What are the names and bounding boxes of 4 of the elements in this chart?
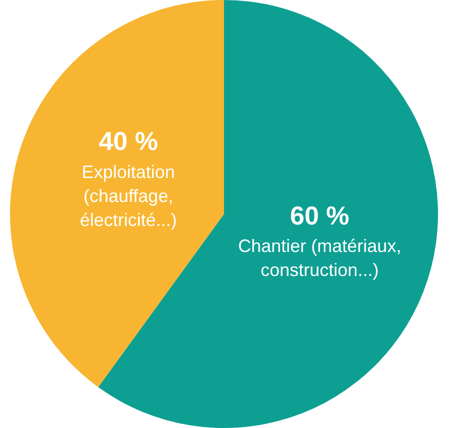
slice-label: Chantier (matériaux, construction...) <box>238 236 402 280</box>
slice-label: Exploitation (chauffage, électricité...) <box>80 162 177 230</box>
data-label: 60 % <box>290 200 350 230</box>
data-label: 40 % <box>98 126 158 156</box>
